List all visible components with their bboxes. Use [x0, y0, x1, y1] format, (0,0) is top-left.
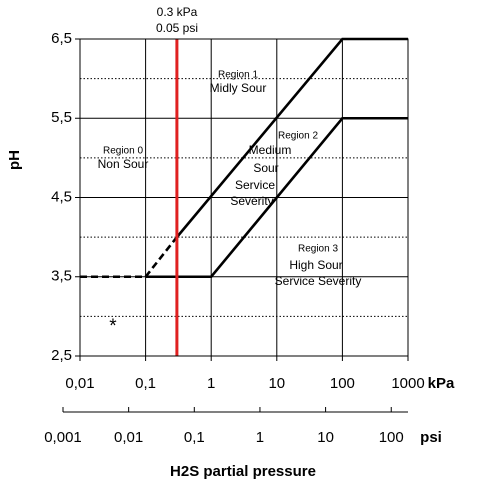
- annotation: Midly Sour: [210, 81, 267, 95]
- x-tick-label: 0,01: [65, 375, 94, 392]
- x-tick-label: 0,1: [135, 375, 156, 392]
- plot-border: [79, 38, 409, 357]
- x-tick-label: 1: [207, 375, 215, 392]
- x-axis-label: H2S partial pressure: [170, 463, 316, 480]
- x2-unit-label: psi: [420, 429, 442, 446]
- annotation: Service: [235, 178, 275, 192]
- annotation: Medium: [249, 143, 292, 157]
- y-tick-label: 4,5: [51, 188, 72, 205]
- annotation: Sour: [253, 161, 278, 175]
- annotation: Region 2: [278, 131, 318, 142]
- y-tick-label: 3,5: [51, 268, 72, 285]
- y-axis-label: pH: [6, 150, 23, 170]
- annotation: 0.05 psi: [156, 21, 198, 35]
- boundary-line: [145, 116, 408, 279]
- x2-tick-label: 0,01: [114, 429, 143, 446]
- x2-tick-label: 100: [379, 429, 404, 446]
- annotation: Region 3: [298, 244, 338, 255]
- x-tick-label: 100: [330, 375, 355, 392]
- y-tick-label: 5,5: [51, 109, 72, 126]
- x-unit-label: kPa: [428, 375, 455, 392]
- y-tick-label: 2,5: [51, 347, 72, 364]
- y-tick-label: 6,5: [51, 30, 72, 47]
- annotation: Region 0: [103, 146, 143, 157]
- boundary-line: [144, 236, 178, 278]
- annotation: Non Sour: [98, 157, 149, 171]
- annotation: Region 1: [218, 70, 258, 81]
- annotation: 0.3 kPa: [157, 5, 198, 19]
- x2-tick-label: 10: [317, 429, 334, 446]
- annotation: High Sour: [289, 258, 342, 272]
- x2-tick-label: 1: [256, 429, 264, 446]
- x-tick-label: 1000: [391, 375, 424, 392]
- x-tick-label: 10: [268, 375, 285, 392]
- annotation: *: [109, 316, 117, 337]
- annotation: Severity: [230, 194, 273, 208]
- x2-tick-label: 0,1: [184, 429, 205, 446]
- x2-tick-label: 0,001: [44, 429, 82, 446]
- annotation: Service Severity: [275, 274, 362, 288]
